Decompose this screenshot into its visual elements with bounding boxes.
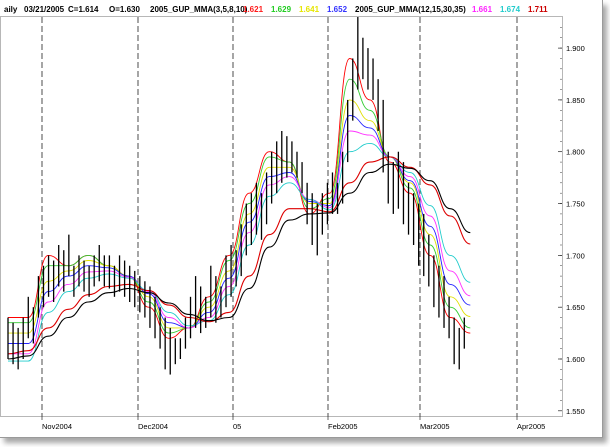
x-tick-label: Feb2005	[328, 422, 358, 431]
short-value-1: 1.621	[243, 5, 264, 14]
open-label: O=1.630	[109, 5, 140, 14]
short-indicator-name: 2005_GUP_MMA(3,5,8,10)	[150, 5, 248, 14]
plot-area	[0, 16, 563, 417]
short-value-2: 1.629	[271, 5, 292, 14]
y-tick-label: 1.600	[566, 355, 585, 364]
y-axis: 1.550 1.600 1.650 1.700 1.750 1.800 1.850 1.900	[558, 27, 585, 416]
x-tick-label: Dec2004	[138, 422, 168, 431]
price-chart: aily 03/21/2005 C=1.614 O=1.630 2005_GUP…	[0, 5, 585, 431]
long-value-2: 1.674	[500, 5, 521, 14]
x-tick-label: 05	[233, 422, 241, 431]
close-label: C=1.614	[68, 5, 99, 14]
moving-average-line	[8, 99, 471, 334]
y-tick-label: 1.650	[566, 303, 585, 312]
x-tick-label: Nov2004	[42, 422, 72, 431]
y-tick-label: 1.750	[566, 200, 585, 209]
price-bar-layer	[7, 17, 465, 375]
chart-frame: aily 03/21/2005 C=1.614 O=1.630 2005_GUP…	[0, 0, 603, 438]
x-tick-label: Mar2005	[420, 422, 450, 431]
short-value-4: 1.652	[327, 5, 348, 14]
date-label: 03/21/2005	[24, 5, 65, 14]
moving-average-layer	[7, 58, 471, 362]
x-tick-label: Apr2005	[517, 422, 545, 431]
long-value-3: 1.711	[528, 5, 548, 14]
moving-average-line	[7, 163, 471, 360]
chart-header: aily 03/21/2005 C=1.614 O=1.630 2005_GUP…	[4, 5, 548, 14]
long-value-1: 1.661	[472, 5, 493, 14]
long-indicator-name: 2005_GUP_MMA(12,15,30,35)	[355, 5, 466, 14]
x-axis: Nov2004 Dec2004 05 Feb2005 Mar2005 Apr2005	[41, 416, 545, 431]
short-value-3: 1.641	[299, 5, 320, 14]
y-tick-label: 1.550	[566, 407, 585, 416]
moving-average-line	[8, 115, 471, 344]
y-tick-label: 1.800	[566, 148, 585, 157]
y-tick-label: 1.900	[566, 44, 585, 53]
y-tick-label: 1.700	[566, 251, 585, 260]
period-label: aily	[4, 5, 18, 14]
grid-layer	[41, 17, 518, 416]
moving-average-line	[7, 78, 471, 334]
moving-average-line	[7, 156, 471, 355]
y-tick-label: 1.850	[566, 96, 585, 105]
